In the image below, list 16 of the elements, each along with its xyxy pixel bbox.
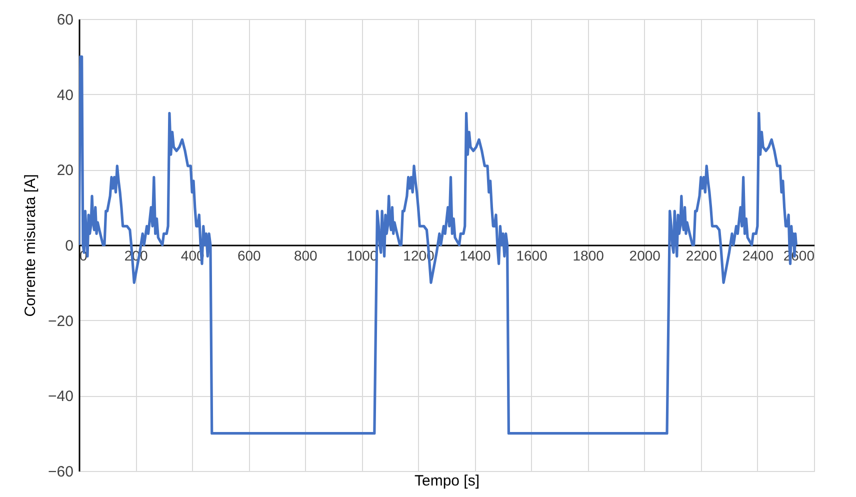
y-tick-label: 20	[56, 162, 74, 180]
x-axis-title: Tempo [s]	[414, 472, 480, 490]
x-tick-label: 800	[294, 248, 318, 264]
x-tick-label: 1600	[516, 248, 548, 264]
y-tick-label: −20	[48, 312, 74, 330]
x-tick-label: 1800	[572, 248, 604, 264]
y-tick-label: 40	[56, 86, 74, 104]
y-axis-title: Corrente misurata [A]	[22, 174, 40, 317]
x-tick-label: 2200	[686, 248, 718, 264]
y-tick-label: 60	[56, 12, 74, 28]
x-tick-label: 600	[237, 248, 262, 264]
y-tick-label: −60	[48, 464, 74, 480]
y-tick-label: −40	[48, 388, 74, 406]
x-tick-label: 2400	[742, 248, 774, 264]
x-tick-label: 2000	[629, 248, 661, 264]
x-tick-label: 1400	[460, 248, 492, 264]
